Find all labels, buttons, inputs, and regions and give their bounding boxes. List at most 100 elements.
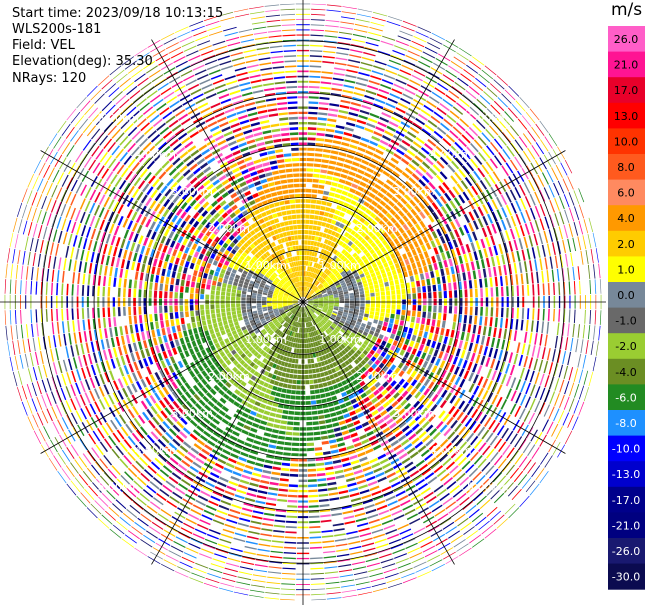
velocity-gate (260, 479, 270, 485)
velocity-gate (76, 495, 87, 508)
velocity-gate (306, 322, 309, 328)
velocity-gate (369, 311, 375, 315)
velocity-gate (315, 310, 320, 315)
velocity-gate (543, 360, 549, 374)
velocity-gate (306, 348, 310, 354)
velocity-gate (395, 490, 406, 497)
velocity-gate (132, 406, 140, 416)
velocity-gate (254, 317, 260, 322)
velocity-gate (378, 362, 385, 369)
velocity-gate (198, 344, 204, 351)
velocity-gate (394, 553, 407, 559)
velocity-gate (344, 305, 350, 308)
velocity-gate (203, 509, 215, 516)
velocity-gate (246, 308, 252, 313)
velocity-gate (314, 280, 319, 286)
velocity-gate (205, 481, 215, 488)
velocity-gate (311, 314, 315, 320)
velocity-gate (50, 391, 57, 404)
velocity-gate (276, 315, 282, 320)
velocity-gate (532, 308, 535, 320)
velocity-gate (348, 487, 359, 493)
velocity-gate (327, 369, 333, 375)
velocity-gate (306, 305, 311, 310)
velocity-gate (522, 441, 531, 454)
velocity-gate (320, 321, 325, 326)
velocity-gate (329, 273, 335, 279)
velocity-gate (315, 394, 321, 399)
velocity-gate (306, 287, 309, 293)
velocity-gate (410, 388, 418, 396)
velocity-gate (229, 356, 236, 362)
velocity-gate (509, 403, 517, 415)
velocity-gate (203, 430, 212, 438)
velocity-gate (460, 180, 469, 190)
velocity-gate (168, 476, 179, 485)
velocity-gate (397, 342, 403, 349)
velocity-gate (464, 177, 473, 187)
velocity-gate (32, 367, 38, 381)
velocity-gate (405, 203, 413, 211)
velocity-gate (319, 286, 325, 291)
velocity-gate (131, 448, 140, 458)
velocity-gate (422, 311, 427, 318)
velocity-gate (324, 336, 330, 342)
velocity-gate (435, 450, 445, 459)
velocity-gate (112, 482, 123, 493)
velocity-gate (299, 343, 302, 349)
velocity-gate (305, 306, 308, 312)
velocity-gate (478, 249, 484, 259)
velocity-gate (333, 307, 339, 311)
velocity-gate (319, 367, 324, 372)
velocity-gate (421, 128, 432, 136)
velocity-gate (354, 407, 362, 414)
velocity-gate (225, 381, 232, 388)
velocity-gate (283, 552, 296, 554)
velocity-gate (406, 333, 412, 340)
velocity-gate (473, 102, 484, 113)
velocity-gate (405, 542, 418, 550)
velocity-gate (376, 204, 384, 211)
velocity-gate (406, 229, 413, 237)
velocity-gate (343, 515, 355, 520)
velocity-gate (80, 343, 85, 355)
velocity-gate (327, 240, 332, 246)
velocity-gate (338, 490, 349, 495)
velocity-gate (318, 102, 329, 106)
velocity-gate (465, 130, 475, 140)
velocity-gate (440, 369, 447, 378)
velocity-gate (10, 325, 13, 340)
velocity-gate (190, 447, 200, 455)
velocity-gate (313, 325, 317, 331)
velocity-gate (325, 576, 339, 579)
velocity-gate (120, 355, 126, 366)
velocity-gate (323, 297, 329, 300)
velocity-gate (449, 465, 459, 474)
velocity-gate (244, 464, 254, 470)
velocity-gate (154, 402, 162, 412)
velocity-gate (311, 593, 326, 596)
velocity-gate (385, 431, 394, 438)
velocity-gate (558, 226, 564, 240)
velocity-gate (168, 428, 177, 437)
velocity-gate (496, 396, 503, 408)
velocity-gate (228, 345, 234, 352)
velocity-gate (474, 155, 483, 165)
velocity-gate (397, 523, 409, 530)
velocity-gate (396, 201, 404, 209)
velocity-gate (433, 349, 439, 357)
velocity-gate (563, 225, 569, 239)
velocity-gate (284, 362, 289, 367)
velocity-gate (334, 62, 347, 66)
velocity-gate (199, 434, 209, 442)
velocity-gate (347, 116, 357, 122)
velocity-gate (344, 520, 356, 525)
velocity-gate (491, 382, 498, 393)
velocity-gate (469, 306, 473, 316)
velocity-gate (297, 374, 301, 380)
velocity-gate (244, 407, 252, 414)
velocity-gate (565, 253, 569, 267)
velocity-gate (480, 335, 486, 345)
velocity-gate (360, 297, 365, 301)
velocity-gate (283, 404, 290, 410)
